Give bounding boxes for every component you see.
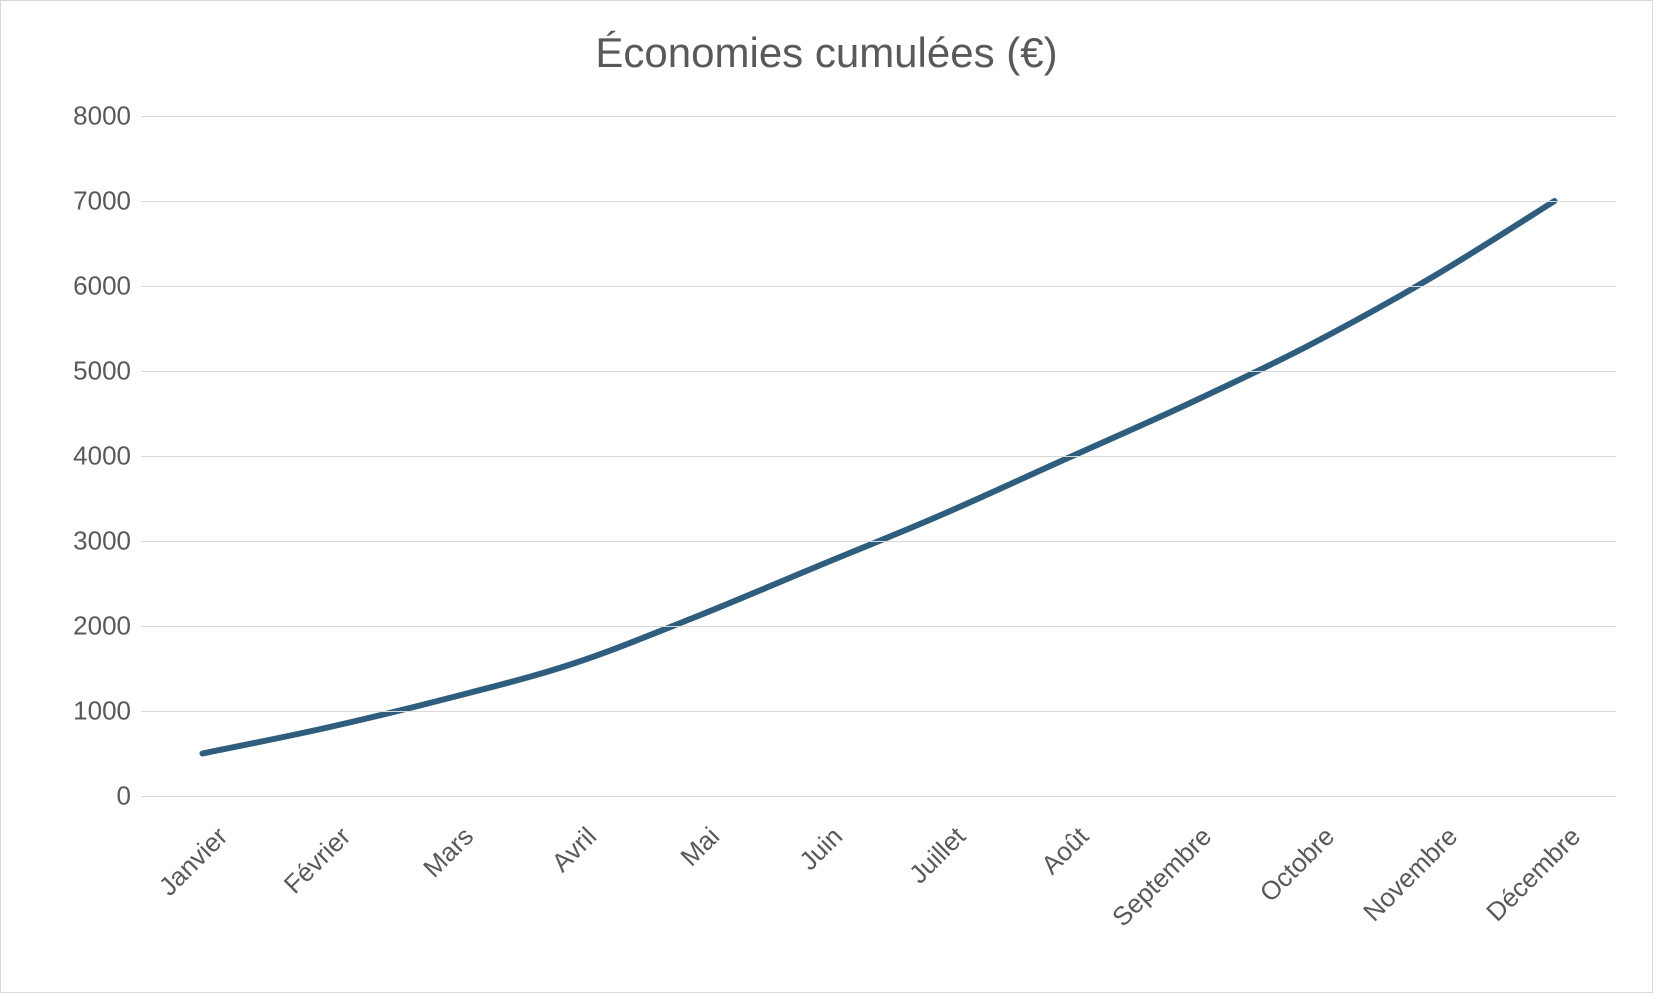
- y-tick-label: 0: [51, 781, 131, 812]
- gridline: [141, 711, 1616, 712]
- gridline: [141, 201, 1616, 202]
- gridline: [141, 541, 1616, 542]
- gridline: [141, 796, 1616, 797]
- gridline: [141, 116, 1616, 117]
- gridline: [141, 626, 1616, 627]
- y-tick-label: 6000: [51, 271, 131, 302]
- data-line: [202, 201, 1554, 754]
- y-tick-label: 7000: [51, 186, 131, 217]
- gridline: [141, 371, 1616, 372]
- plot-area: [141, 116, 1616, 796]
- y-tick-label: 4000: [51, 441, 131, 472]
- y-tick-label: 5000: [51, 356, 131, 387]
- gridline: [141, 286, 1616, 287]
- y-tick-label: 8000: [51, 101, 131, 132]
- chart-title: Économies cumulées (€): [1, 29, 1652, 77]
- gridline: [141, 456, 1616, 457]
- y-tick-label: 1000: [51, 696, 131, 727]
- chart-container: Économies cumulées (€) 0 1000 2000 3000 4000…: [0, 0, 1653, 993]
- y-tick-label: 3000: [51, 526, 131, 557]
- y-tick-label: 2000: [51, 611, 131, 642]
